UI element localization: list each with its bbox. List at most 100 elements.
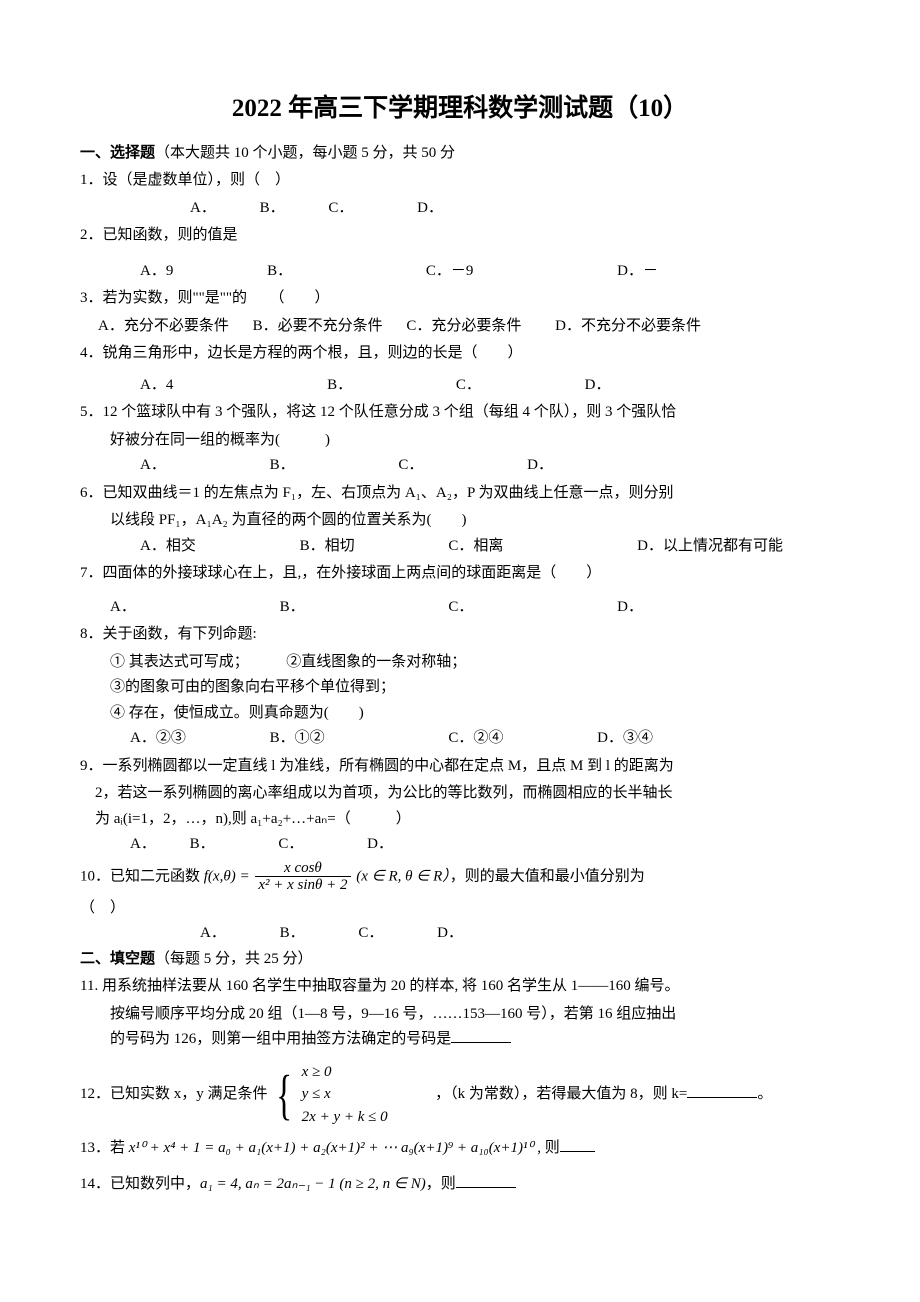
- section-2-heading: 二、填空题（每题 5 分，共 25 分）: [80, 947, 840, 973]
- q9-opt-c: C．: [278, 836, 303, 852]
- q7-opt-d: D．: [617, 599, 643, 615]
- q1-opt-c: C．: [328, 196, 353, 222]
- q8-opt-c: C．②④: [448, 730, 503, 746]
- q8-p1: ① 其表达式可写成； ②直线图象的一条对称轴；: [110, 650, 840, 676]
- q14: 14．已知数列中，a₁ = 4, aₙ = 2aₙ₋₁ − 1 (n ≥ 2, …: [80, 1172, 840, 1198]
- q7-options: A． B． C． D．: [110, 595, 840, 621]
- q11-l3-text: 的号码为 126，则第一组中用抽签方法确定的号码是: [110, 1031, 451, 1047]
- q4-options: A．4 B． C． D．: [140, 373, 840, 399]
- q12-brace: { x ≥ 0 y ≤ x 2x + y + k ≤ 0: [271, 1061, 387, 1129]
- q10-tail: ，则的最大值和最小值分别为: [450, 868, 645, 884]
- q4-opt-b: B．: [327, 377, 352, 393]
- q11-l2: 按编号顺序平均分成 20 组（1—8 号，9—16 号，……153—160 号）…: [110, 1002, 840, 1028]
- q11-l1: 11. 用系统抽样法要从 160 名学生中抽取容量为 20 的样本, 将 160…: [80, 974, 840, 1000]
- q1-options: A． B． C． D．: [190, 196, 840, 222]
- q9-stem: 9．一系列椭圆都以一定直线 l 为准线，所有椭圆的中心都在定点 M，且点 M 到…: [80, 754, 840, 780]
- q4-stem: 4．锐角三角形中，边长是方程的两个根，且，则边的长是（ ）: [80, 341, 840, 367]
- q5-opt-c: C．: [398, 453, 423, 479]
- q12: 12．已知实数 x，y 满足条件 { x ≥ 0 y ≤ x 2x + y + …: [80, 1061, 840, 1129]
- q5-opt-b: B．: [270, 453, 295, 479]
- q14-expr: a₁ = 4, aₙ = 2aₙ₋₁ − 1 (n ≥ 2, n ∈ N): [200, 1176, 426, 1192]
- q7-opt-b: B．: [280, 599, 305, 615]
- q10-opt-c: C．: [358, 925, 383, 941]
- q6-stem: 6．已知双曲线＝1 的左焦点为 F₁，左、右顶点为 A₁、A₂，P 为双曲线上任…: [80, 481, 840, 507]
- q9-options: A． B． C． D．: [130, 832, 840, 858]
- q12-r1: x ≥ 0: [298, 1061, 388, 1084]
- q12-pre: 12．已知实数 x，y 满足条件: [80, 1086, 268, 1102]
- q13-expr: x¹⁰ + x⁴ + 1 = a₀ + a₁(x+1) + a₂(x+1)² +…: [129, 1140, 534, 1156]
- q10-post: (x ∈ R, θ ∈ R）: [353, 868, 450, 884]
- q10-stem: 10．已知二元函数 f(x,θ) = x cosθx² + x sinθ + 2…: [80, 860, 840, 894]
- q6-opt-d: D．以上情况都有可能: [637, 534, 783, 560]
- q10-opt-a: A．: [200, 925, 226, 941]
- q7-stem: 7．四面体的外接球球心在上，且,，在外接球面上两点间的球面距离是（ ）: [80, 561, 840, 587]
- q4-opt-c: C．: [456, 377, 481, 393]
- q10-options: A． B． C． D．: [200, 921, 840, 947]
- q9-opt-a: A．: [130, 836, 156, 852]
- q9-opt-d: D．: [367, 836, 393, 852]
- q8-opt-d: D．③④: [597, 730, 653, 746]
- q1-stem: 1．设（是虚数单位），则（ ）: [80, 168, 840, 194]
- q12-r2: y ≤ x: [298, 1083, 388, 1106]
- q14-post: ，则: [426, 1176, 456, 1192]
- q14-pre: 14．已知数列中，: [80, 1176, 200, 1192]
- q8-stem: 8．关于函数，有下列命题:: [80, 622, 840, 648]
- q13: 13．若 x¹⁰ + x⁴ + 1 = a₀ + a₁(x+1) + a₂(x+…: [80, 1136, 840, 1162]
- q11-blank: [451, 1027, 511, 1043]
- q2-opt-a: A．9: [140, 259, 173, 285]
- q5-opt-d: D．: [527, 453, 553, 479]
- q10-opt-b: B．: [280, 925, 305, 941]
- q10-tail2: （ ）: [80, 896, 840, 922]
- q10-fraction: x cosθx² + x sinθ + 2: [255, 860, 350, 894]
- q3-opt-d: D．不充分不必要条件: [555, 318, 701, 334]
- q10-fn: f(x,θ) =: [204, 868, 254, 884]
- q2-opt-b: B．: [267, 259, 292, 285]
- q10-numerator: x cosθ: [255, 860, 350, 878]
- section-1-tail: （本大题共 10 个小题，每小题 5 分，共 50 分: [155, 145, 455, 161]
- q12-end: 。: [757, 1086, 772, 1102]
- q2-options: A．9 B． C．－9 D．－: [140, 259, 840, 285]
- q3-options: A．充分不必要条件 B．必要不充分条件 C．充分必要条件 D．不充分不必要条件: [98, 314, 840, 340]
- q13-post: , 则: [534, 1140, 560, 1156]
- q7-opt-c: C．: [448, 599, 473, 615]
- q9-opt-b: B．: [190, 836, 215, 852]
- section-2-tail: （每题 5 分，共 25 分）: [155, 951, 313, 967]
- q1-opt-b: B．: [260, 196, 285, 222]
- q3-stem: 3．若为实数，则""是""的 （ ）: [80, 286, 840, 312]
- q9-stem2: 2，若这一系列椭圆的离心率组成以为首项，为公比的等比数列，而椭圆相应的长半轴长: [95, 781, 840, 807]
- q7-opt-a: A．: [110, 599, 136, 615]
- q14-blank: [456, 1172, 516, 1188]
- q8-opt-a: A．②③: [130, 730, 186, 746]
- q6-opt-a: A．相交: [140, 534, 196, 560]
- q12-blank: [687, 1082, 757, 1098]
- section-1-heading: 一、选择题（本大题共 10 个小题，每小题 5 分，共 50 分: [80, 141, 840, 167]
- q6-options: A．相交 B．相切 C．相离 D．以上情况都有可能: [140, 534, 840, 560]
- q4-opt-d: D．: [585, 377, 611, 393]
- q10-pre: 10．已知二元函数: [80, 868, 204, 884]
- q8-p2: ③的图象可由的图象向右平移个单位得到；: [110, 675, 840, 701]
- q8-options: A．②③ B．①② C．②④ D．③④: [130, 726, 840, 752]
- q6-stem2: 以线段 PF₁，A₁A₂ 为直径的两个圆的位置关系为( ): [110, 508, 840, 534]
- brace-icon: {: [277, 1067, 293, 1122]
- q5-options: A． B． C． D．: [140, 453, 840, 479]
- q6-opt-b: B．相切: [300, 534, 355, 560]
- q4-opt-a: A．4: [140, 377, 173, 393]
- q1-opt-d: D．: [417, 196, 443, 222]
- q3-opt-a: A．充分不必要条件: [98, 318, 229, 334]
- q13-pre: 13．若: [80, 1140, 129, 1156]
- q5-stem: 5．12 个篮球队中有 3 个强队，将这 12 个队任意分成 3 个组（每组 4…: [80, 400, 840, 426]
- q6-opt-c: C．相离: [448, 534, 503, 560]
- q10-opt-d: D．: [437, 925, 463, 941]
- q2-opt-d: D．－: [617, 259, 658, 285]
- page-title: 2022 年高三下学期理科数学测试题（10）: [80, 88, 840, 131]
- q2-stem: 2．已知函数，则的值是: [80, 223, 840, 249]
- q8-opt-b: B．①②: [270, 730, 325, 746]
- q5-opt-a: A．: [140, 453, 166, 479]
- q12-mid: ，（k 为常数），若得最大值为 8，则 k=: [435, 1086, 687, 1102]
- q1-opt-a: A．: [190, 196, 216, 222]
- q10-denominator: x² + x sinθ + 2: [255, 877, 350, 894]
- q2-opt-c: C．－9: [426, 259, 474, 285]
- q3-opt-c: C．充分必要条件: [406, 318, 521, 334]
- q12-r3: 2x + y + k ≤ 0: [298, 1106, 388, 1129]
- q5-stem2: 好被分在同一组的概率为( ): [110, 428, 840, 454]
